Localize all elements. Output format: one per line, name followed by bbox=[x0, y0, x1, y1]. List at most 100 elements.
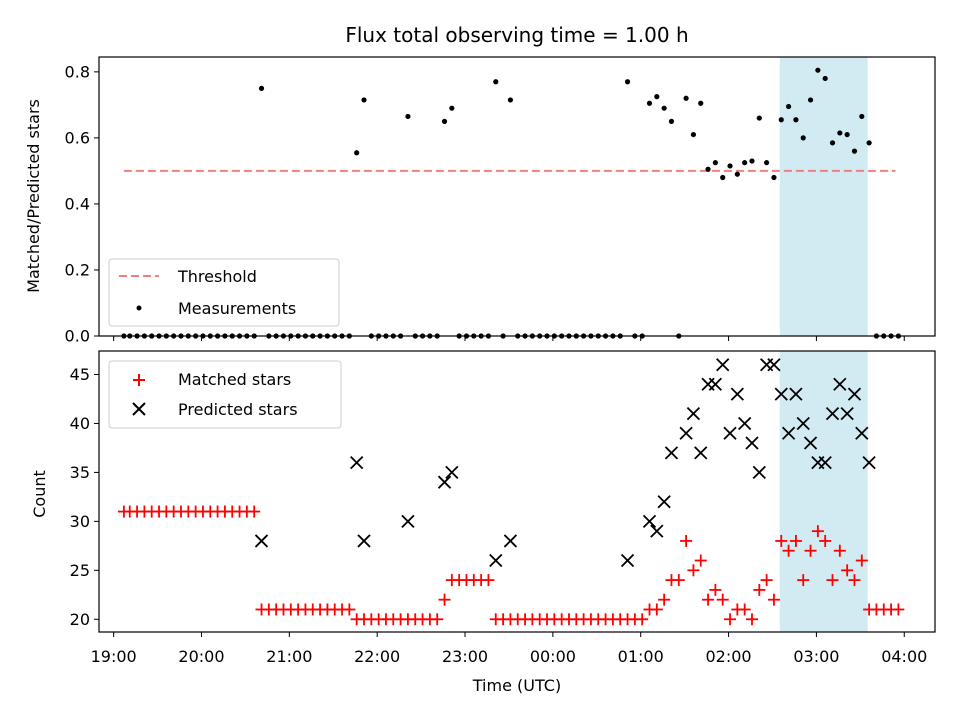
measurement-point bbox=[661, 105, 667, 111]
xtick-label: 20:00 bbox=[178, 647, 224, 666]
top-ytick-label: 0.0 bbox=[65, 327, 90, 346]
measurement-point bbox=[859, 113, 865, 120]
measurement-point bbox=[668, 118, 675, 124]
predicted-star-point bbox=[752, 465, 766, 480]
predicted-star-point bbox=[818, 455, 832, 470]
predicted-star-point bbox=[657, 495, 671, 509]
xtick-label: 04:00 bbox=[881, 647, 927, 666]
matched-star-point bbox=[745, 613, 758, 626]
legend-measurements-swatch bbox=[136, 305, 142, 311]
measurement-point bbox=[727, 163, 733, 169]
measurement-point bbox=[493, 79, 499, 85]
matched-star-point bbox=[760, 574, 773, 587]
matched-star-point bbox=[636, 613, 649, 626]
xtick-label: 02:00 bbox=[706, 647, 752, 666]
measurement-point bbox=[705, 166, 711, 172]
measurement-point bbox=[405, 113, 411, 120]
predicted-star-point bbox=[503, 534, 518, 548]
predicted-star-point bbox=[642, 514, 657, 528]
predicted-star-point bbox=[862, 455, 876, 470]
measurement-point bbox=[778, 117, 784, 123]
matched-star-point bbox=[672, 574, 685, 587]
matched-star-point bbox=[811, 525, 824, 538]
matched-star-point bbox=[687, 564, 700, 577]
matched-star-point bbox=[680, 534, 693, 547]
top-axes-frame bbox=[98, 56, 936, 337]
top-legend-box bbox=[108, 258, 340, 327]
matched-star-point bbox=[753, 583, 766, 596]
measurement-point bbox=[749, 158, 755, 164]
predicted-star-point bbox=[445, 465, 459, 480]
top-ytick-label: 0.2 bbox=[65, 260, 90, 279]
measurement-point bbox=[654, 94, 660, 100]
bottom-ytick-label: 40 bbox=[70, 414, 90, 433]
predicted-star-point bbox=[825, 407, 840, 421]
predicted-star-point bbox=[855, 426, 869, 440]
bottom-legend-box bbox=[108, 360, 342, 429]
matched-star-point bbox=[343, 603, 356, 616]
predicted-star-point bbox=[650, 524, 664, 538]
predicted-star-point bbox=[694, 446, 708, 460]
bottom-ytick-label: 20 bbox=[70, 610, 90, 629]
top-ytick-label: 0.4 bbox=[65, 194, 90, 213]
matched-star-point bbox=[833, 544, 846, 557]
predicted-star-point bbox=[254, 534, 269, 548]
measurement-point bbox=[771, 174, 777, 181]
bottom-ytick-label: 35 bbox=[70, 463, 90, 482]
predicted-star-point bbox=[833, 377, 847, 391]
predicted-star-point bbox=[796, 416, 810, 431]
measurement-point bbox=[800, 135, 806, 141]
xtick-label: 23:00 bbox=[442, 647, 488, 666]
measurement-point bbox=[837, 130, 843, 136]
matched-star-point bbox=[797, 574, 810, 587]
matched-star-point bbox=[694, 554, 707, 567]
predicted-star-point bbox=[840, 407, 854, 421]
xtick-label: 00:00 bbox=[530, 647, 576, 666]
matched-star-point bbox=[819, 534, 832, 547]
predicted-star-point bbox=[620, 553, 635, 568]
predicted-star-point bbox=[437, 475, 452, 489]
matched-star-point bbox=[767, 593, 780, 606]
xtick-label: 03:00 bbox=[793, 647, 839, 666]
matched-star-point bbox=[892, 603, 905, 616]
measurement-point bbox=[712, 160, 718, 166]
xtick-label: 01:00 bbox=[618, 647, 664, 666]
measurement-point bbox=[449, 105, 455, 111]
predicted-star-point bbox=[350, 455, 364, 470]
legend-matched-label: Matched stars bbox=[178, 370, 291, 389]
measurement-point bbox=[822, 75, 828, 82]
measurement-point bbox=[646, 100, 653, 106]
measurement-point bbox=[734, 171, 740, 177]
measurement-point bbox=[764, 160, 770, 166]
measurement-point bbox=[354, 150, 360, 156]
bottom-y-axis-label: Count bbox=[30, 470, 49, 518]
top-legend: Threshold Measurements bbox=[108, 258, 340, 327]
x-axis-label: Time (UTC) bbox=[472, 676, 561, 695]
bottom-ytick-label: 25 bbox=[70, 561, 90, 580]
matched-star-point bbox=[650, 603, 663, 616]
top-panel: 0.0 0.2 0.4 0.6 0.8 Flux total observing tim… bbox=[24, 23, 936, 346]
top-y-axis-label: Matched/Predicted stars bbox=[24, 99, 43, 293]
legend-matched-swatch bbox=[133, 374, 145, 386]
measurement-point bbox=[829, 140, 836, 146]
bottom-legend: Matched stars Predicted stars bbox=[108, 360, 342, 429]
predicted-star-point bbox=[781, 426, 796, 440]
bottom-panel: 20 25 30 35 40 45 19:00 20:00 21:00 22:00 23:00 00… bbox=[30, 350, 936, 695]
matched-star-point bbox=[431, 613, 444, 626]
measurement-point bbox=[441, 118, 448, 124]
predicted-star-point bbox=[357, 534, 371, 548]
measurement-point bbox=[742, 160, 748, 166]
matched-star-point bbox=[804, 544, 817, 557]
measurement-point bbox=[866, 140, 872, 146]
measurement-point bbox=[507, 97, 514, 103]
matched-star-point bbox=[702, 593, 715, 606]
measurement-point bbox=[720, 174, 726, 181]
predicted-star-point bbox=[664, 446, 679, 460]
measurement-point bbox=[683, 95, 689, 101]
xtick-label: 21:00 bbox=[266, 647, 312, 666]
predicted-star-point bbox=[708, 377, 723, 391]
xtick-label: 19:00 bbox=[91, 647, 137, 666]
matched-star-point bbox=[716, 593, 729, 606]
measurement-point bbox=[793, 117, 799, 123]
